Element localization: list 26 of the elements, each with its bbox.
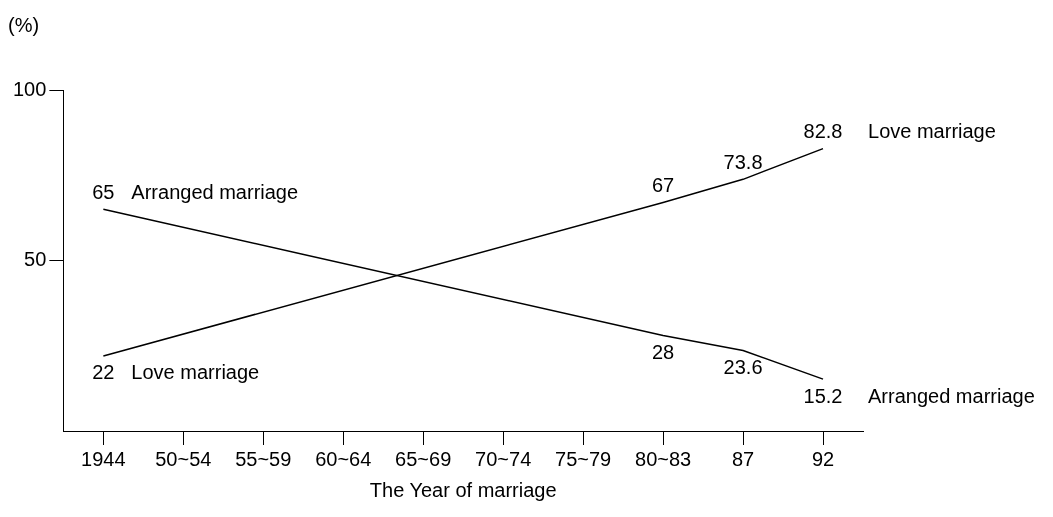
x-tick-label: 65~69 <box>395 447 452 470</box>
y-axis-title: (%) <box>8 13 40 36</box>
data-label: 23.6 <box>723 356 763 379</box>
x-tick-label: 70~74 <box>475 447 532 470</box>
data-label: 22 <box>92 361 115 384</box>
x-tick-label: 60~64 <box>315 447 372 470</box>
data-label: 15.2 <box>803 384 843 407</box>
x-tick-label: 92 <box>811 447 835 470</box>
x-tick-label: 75~79 <box>555 447 612 470</box>
y-tick-label: 50 <box>24 248 47 271</box>
data-label: 82.8 <box>803 120 843 143</box>
text: Arranged marriage <box>868 384 1035 407</box>
text: Love marriage <box>868 120 996 143</box>
x-tick-label: 50~54 <box>155 447 212 470</box>
x-tick-label: 87 <box>731 447 755 470</box>
y-tick-label: 100 <box>12 77 47 100</box>
series-label: Love marriage <box>131 361 260 384</box>
x-tick-label: 55~59 <box>235 447 292 470</box>
x-axis-title: The Year of marriage <box>369 478 557 501</box>
data-label: 67 <box>651 174 675 197</box>
x-tick-label: 80~83 <box>635 447 692 470</box>
data-label: 28 <box>651 341 675 364</box>
data-label: 73.8 <box>723 150 763 173</box>
data-label: 65 <box>92 180 115 203</box>
x-tick-label: 1944 <box>81 447 126 470</box>
series-label: Arranged marriage <box>131 180 299 203</box>
